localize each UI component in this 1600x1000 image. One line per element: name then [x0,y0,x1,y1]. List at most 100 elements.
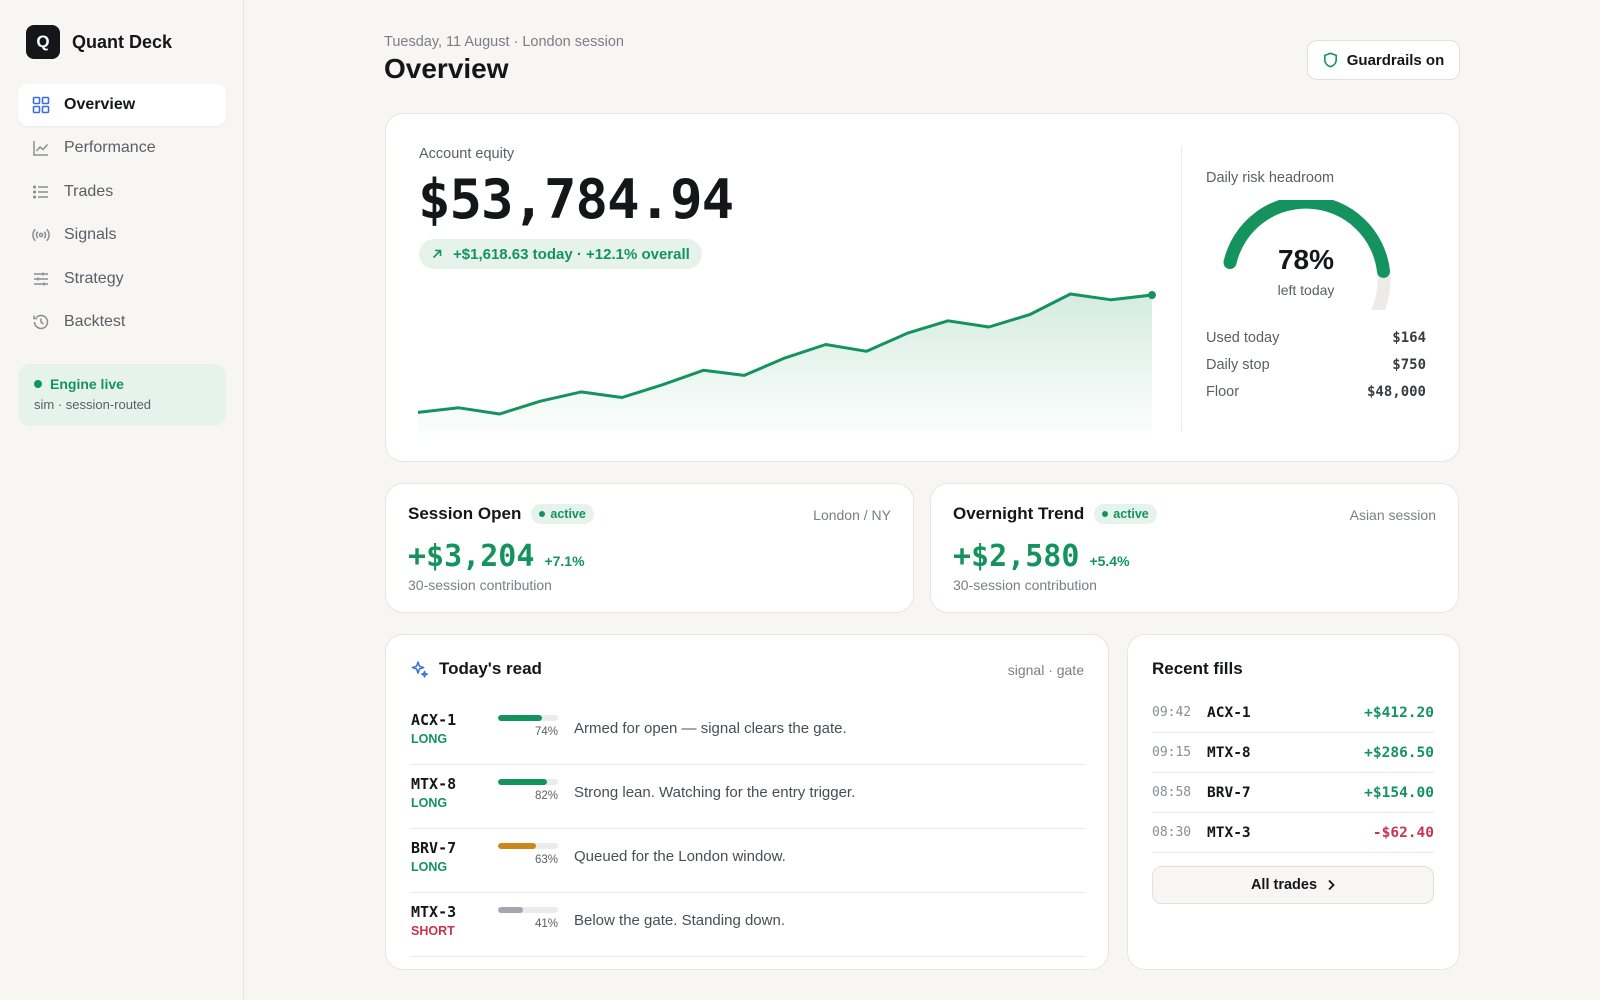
risk-row-used: Used today $164 [1206,324,1426,351]
header-date: Tuesday, 11 August · London session [384,34,624,50]
risk-gauge [1223,200,1391,310]
todays-read-card: Today's read signal · gate ACX-1 LONG 74… [385,634,1109,970]
brand-logo: Q [26,25,60,59]
risk-row-daily-stop: Daily stop $750 [1206,351,1426,378]
brand[interactable]: Q Quant Deck [26,25,172,59]
sidebar-item-backtest[interactable]: Backtest [18,301,226,343]
divider [1181,146,1182,431]
signal-side: LONG [411,860,448,874]
arrow-up-right-icon [432,249,442,259]
fill-symbol: MTX-8 [1207,744,1251,761]
sidebar-item-strategy[interactable]: Strategy [18,258,226,300]
equity-card: Account equity $53,784.94 +$1,618.63 tod… [385,113,1460,462]
signal-symbol: ACX-1 [411,711,457,729]
grid-icon [32,96,50,114]
sidebar: Q Quant Deck Overview Performance Trades… [0,0,244,1000]
equity-area [418,294,1152,444]
table-row[interactable]: 09:42 ACX-1 +$412.20 [1152,693,1434,733]
strategy-venue: Asian session [1349,507,1436,523]
sidebar-nav: Overview Performance Trades Signals Stra… [18,84,226,344]
sidebar-item-trades[interactable]: Trades [18,171,226,213]
list-item[interactable]: ACX-1 LONG 74% Armed for open — signal c… [410,701,1085,765]
status-badge-label: active [550,507,586,521]
strategy-name: Overnight Trend [953,504,1085,523]
risk-sub: left today [1277,282,1335,298]
strategy-pnl: +$2,580 [953,539,1080,574]
strength-pct: 63% [534,854,558,866]
signal-note: Strong lean. Watching for the entry trig… [574,784,856,801]
strategy-name: Session Open [408,504,522,523]
sidebar-item-performance[interactable]: Performance [18,127,226,169]
signal-note: Armed for open — signal clears the gate. [574,720,847,737]
fill-time: 09:15 [1152,745,1192,760]
risk-row-value: $48,000 [1366,384,1426,401]
sidebar-item-overview[interactable]: Overview [18,84,226,126]
sidebar-item-signals[interactable]: Signals [18,214,226,256]
brand-name: Quant Deck [72,31,173,52]
list-item[interactable]: BRV-7 LONG 63% Queued for the London win… [410,829,1085,893]
signal-note: Below the gate. Standing down. [574,912,785,929]
strategy-pnl-pct: +7.1% [544,553,585,569]
strength-bar [498,715,558,721]
strategy-card-session-open[interactable]: Session Open active London / NY +$3,204 … [385,483,914,613]
strength-bar [498,779,558,785]
equity-chart [418,291,1156,444]
strength-bar [498,907,558,913]
fill-symbol: BRV-7 [1207,784,1251,801]
risk-panel: Daily risk headroom 78% left today Used … [1206,170,1426,400]
equity-value: $53,784.94 [418,168,734,231]
list-item[interactable]: MTX-8 LONG 82% Strong lean. Watching for… [410,765,1085,829]
history-icon [33,314,49,330]
table-row[interactable]: 08:30 MTX-3 -$62.40 [1152,813,1434,853]
status-badge-label: active [1113,507,1149,521]
fills-title: Recent fills [1152,659,1243,678]
fill-symbol: MTX-3 [1207,824,1251,841]
guardrails-button[interactable]: Guardrails on [1307,40,1460,80]
page-title: Overview [384,53,509,84]
risk-row-label: Floor [1206,384,1240,401]
risk-row-value: $164 [1392,329,1426,346]
table-row[interactable]: 09:15 MTX-8 +$286.50 [1152,733,1434,773]
equity-change-pill: +$1,618.63 today · +12.1% overall [419,239,702,269]
equity-line [418,292,1154,416]
signal-side: SHORT [411,924,455,938]
fill-time: 09:42 [1152,705,1192,720]
list-item[interactable]: MTX-3 SHORT 41% Below the gate. Standing… [410,893,1085,957]
sidebar-item-label: Overview [64,96,136,113]
risk-row-value: $750 [1392,357,1426,374]
read-list: ACX-1 LONG 74% Armed for open — signal c… [410,701,1085,957]
risk-row-label: Daily stop [1206,357,1270,374]
fill-amount: +$412.20 [1364,704,1434,721]
all-trades-button[interactable]: All trades [1152,866,1434,904]
risk-row-floor: Floor $48,000 [1206,379,1426,406]
status-dot [539,511,546,517]
strategy-sub: 30-session contribution [408,577,552,593]
strength-pct: 82% [534,790,558,802]
signal-symbol: BRV-7 [411,839,457,857]
strategy-venue: London / NY [813,507,891,523]
engine-status-card: Engine live sim · session-routed [18,364,226,426]
strategy-pnl-pct: +5.4% [1089,553,1130,569]
strength-bar [498,843,558,849]
status-badge: active [531,504,594,524]
sparkle-icon [411,660,428,678]
sidebar-item-label: Performance [64,139,156,157]
shield-icon [1323,52,1337,68]
signal-symbol: MTX-3 [411,903,457,921]
read-title: Today's read [439,659,542,678]
strategy-card-overnight-trend[interactable]: Overnight Trend active Asian session +$2… [930,483,1459,613]
risk-percent: 78% [1277,244,1335,275]
guardrails-label: Guardrails on [1346,51,1445,69]
table-row[interactable]: 08:58 BRV-7 +$154.00 [1152,773,1434,813]
strength-bar-fill [498,779,548,785]
engine-status: Engine live [50,376,124,392]
fill-symbol: ACX-1 [1207,704,1251,721]
fill-time: 08:58 [1152,785,1192,800]
fill-time: 08:30 [1152,825,1192,840]
strength-bar-fill [498,907,523,913]
recent-fills-card: Recent fills 09:42 ACX-1 +$412.20 09:15 … [1127,634,1460,970]
strength-bar-fill [498,715,543,721]
fills-list: 09:42 ACX-1 +$412.20 09:15 MTX-8 +$286.5… [1152,693,1434,853]
chevron-right-icon [1328,879,1335,891]
signal-side: LONG [411,732,448,746]
